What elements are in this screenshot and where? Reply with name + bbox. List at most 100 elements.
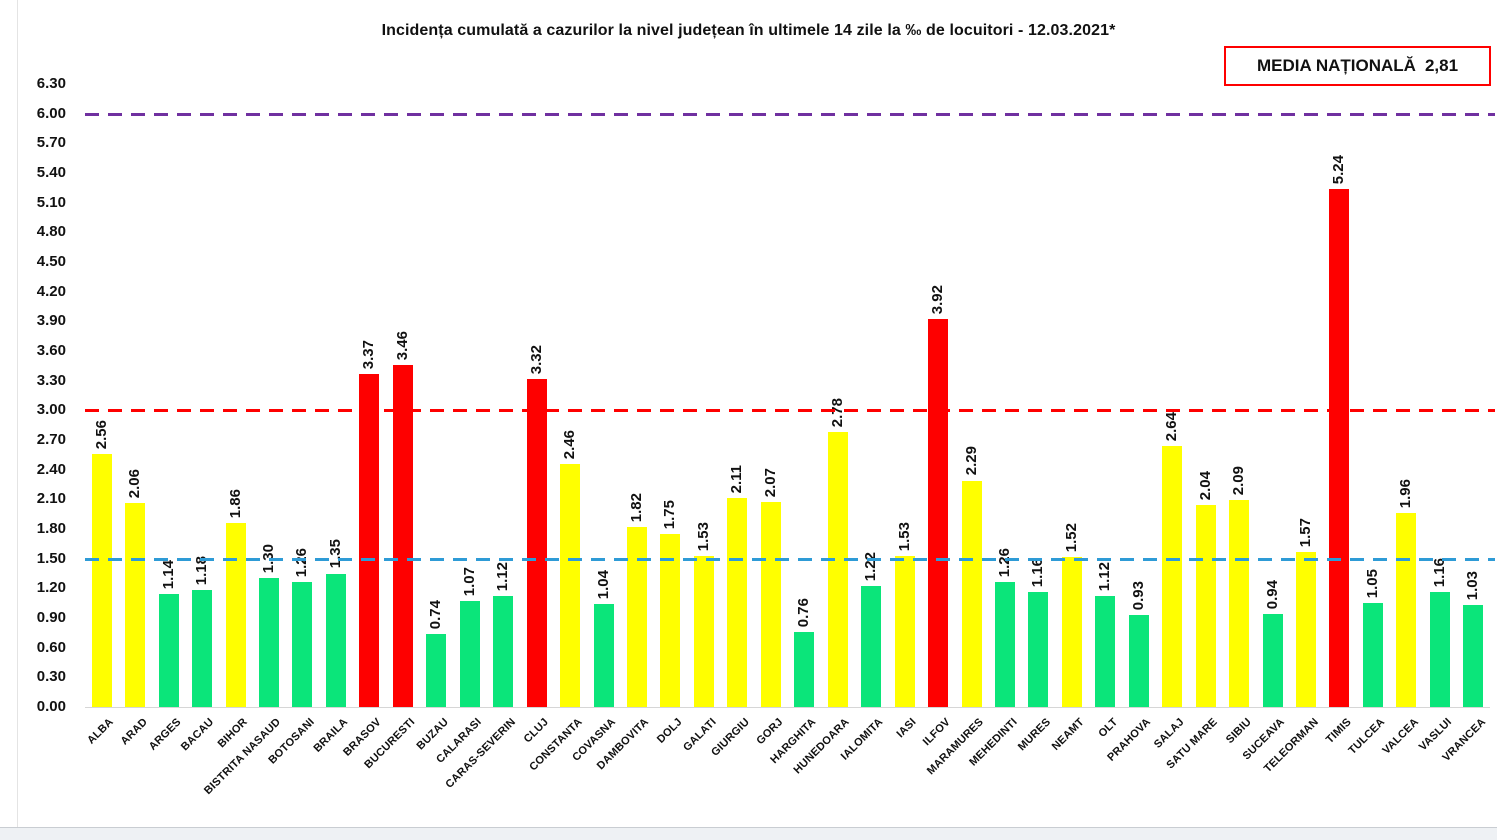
bar-column: 1.14 ARGES	[146, 84, 185, 753]
y-tick-label: 2.70	[36, 431, 66, 448]
bar	[1229, 500, 1250, 707]
bar-value-label: 0.94	[1263, 579, 1281, 610]
bar	[1396, 513, 1417, 707]
y-tick-label: 1.20	[36, 579, 66, 597]
bar-column: 1.26 MEHEDINTI	[967, 84, 1021, 768]
bar	[426, 633, 447, 707]
y-tick-label: 1.80	[36, 520, 66, 537]
y-tick-label: 3.00	[36, 401, 66, 419]
y-axis: 0.00 0.30 0.60 0.90 1.20 1.50 1.80 2.10 2.40 2.70…	[0, 75, 66, 715]
bar-column: 2.09 SIBIU	[1222, 84, 1255, 746]
bar-value-label: 1.53	[895, 521, 913, 551]
bar	[727, 498, 748, 707]
y-tick-label: 4.50	[36, 253, 66, 270]
y-tick-label: 2.40	[36, 460, 66, 478]
bar-column: 2.06 ARAD	[118, 84, 151, 747]
y-tick-label: 3.60	[36, 342, 66, 359]
bar-column: 1.12 CARAS-SEVERIN	[443, 84, 519, 791]
bar	[292, 582, 313, 707]
national-average-box: MEDIA NAȚIONALĂ 2,81	[1224, 46, 1491, 86]
bar-value-label: 2.09	[1230, 466, 1248, 496]
bar-column: 0.76 HARGHITA	[769, 84, 821, 766]
window-edge-strip	[0, 828, 1497, 840]
window-edge-left	[17, 0, 18, 827]
x-axis-label: GORJ	[754, 716, 786, 748]
bar	[1195, 505, 1216, 707]
bar	[961, 480, 982, 707]
bar-value-label: 1.52	[1062, 522, 1080, 552]
bar-column: 3.46 BUCURESTI	[362, 84, 419, 771]
bar	[359, 373, 380, 707]
bar-value-label: 1.03	[1464, 570, 1482, 601]
bar	[593, 604, 614, 707]
bar-value-label: 2.29	[962, 446, 980, 476]
bar	[526, 378, 547, 707]
bar	[1028, 592, 1049, 707]
bar-column: 1.53 IASI	[888, 84, 921, 740]
bar-value-label: 2.07	[761, 468, 779, 498]
bar	[1362, 603, 1383, 707]
bar-column: 1.16 MURES	[1016, 84, 1055, 753]
bar-column: 3.92 ILFOV	[920, 84, 954, 748]
bar	[158, 594, 179, 707]
bar-value-label: 1.35	[326, 539, 344, 569]
bar	[794, 631, 815, 707]
bar-value-label: 1.26	[293, 548, 311, 578]
bar	[325, 573, 346, 707]
bar	[192, 590, 213, 707]
bar-column: 2.07 GORJ	[754, 84, 787, 747]
bar-column: 1.12 OLT	[1089, 84, 1122, 740]
bar-value-label: 1.12	[1096, 562, 1114, 592]
bar-value-label: 1.96	[1397, 478, 1415, 509]
x-axis-label: DOLJ	[655, 716, 685, 746]
bar-value-label: 3.32	[527, 344, 545, 374]
bar	[760, 502, 781, 707]
y-tick-label: 2.10	[36, 490, 66, 508]
bar	[1162, 445, 1183, 707]
bar-column: 2.56 ALBA	[85, 84, 118, 747]
bar	[1296, 551, 1317, 707]
x-axis-label: VALCEA	[1380, 716, 1421, 757]
bar-column: 2.64 SALAJ	[1152, 84, 1189, 751]
bar-value-label: 1.04	[594, 569, 612, 600]
bar	[1061, 556, 1082, 707]
bar	[1095, 596, 1116, 707]
bar-column: 0.93 PRAHOVA	[1105, 84, 1155, 764]
bars-container: 2.56 ALBA 2.06 ARAD 1.14 ARGES 1.18 BACAU 1.86 BI…	[85, 84, 1490, 797]
bar-column: 1.22 IALOMITA	[839, 84, 887, 762]
bar	[626, 527, 647, 707]
chart-title: Incidența cumulată a cazurilor la nivel …	[381, 22, 1116, 39]
bar	[459, 601, 480, 707]
bar-value-label: 1.86	[226, 488, 244, 519]
bar-value-label: 3.37	[360, 339, 378, 369]
bar-column: 1.96 VALCEA	[1380, 84, 1423, 757]
y-tick-label: 4.80	[36, 223, 66, 241]
bar-column: 2.46 CONSTANTA	[527, 84, 586, 774]
bar-column: 2.11 GIURGIU	[709, 84, 754, 759]
bar-column: 2.29 MARAMURES	[925, 84, 988, 777]
bar-column: 1.05 TULCEA	[1347, 84, 1389, 757]
bar-value-label: 2.78	[828, 397, 846, 428]
bar	[392, 364, 413, 707]
y-tick-label: 5.70	[36, 134, 66, 152]
bar	[1463, 605, 1484, 707]
x-axis-label: SIBIU	[1223, 716, 1254, 746]
bar-column: 1.35 BRAILA	[312, 84, 352, 754]
bar	[1429, 592, 1450, 707]
bar-value-label: 0.74	[427, 599, 445, 629]
bar-column: 1.26 BOTOSANI	[266, 84, 319, 766]
bar	[493, 596, 514, 707]
bar-column: 2.78 HUNEDOARA	[792, 84, 854, 776]
bar-value-label: 0.76	[795, 597, 813, 627]
x-axis-label: IASI	[894, 716, 920, 741]
bar	[1128, 615, 1149, 707]
bar-column: 3.37 BRASOV	[341, 84, 386, 759]
bar-value-label: 1.07	[460, 567, 478, 597]
bar-column: 1.86 BIHOR	[216, 84, 252, 750]
bar	[1262, 614, 1283, 707]
bar-column: 2.04 SATU MARE	[1165, 84, 1222, 771]
bar-value-label: 2.06	[126, 469, 144, 499]
bar-column: 1.52 NEAMT	[1050, 84, 1088, 753]
y-tick-label: 5.40	[36, 164, 66, 181]
bar	[693, 555, 714, 707]
